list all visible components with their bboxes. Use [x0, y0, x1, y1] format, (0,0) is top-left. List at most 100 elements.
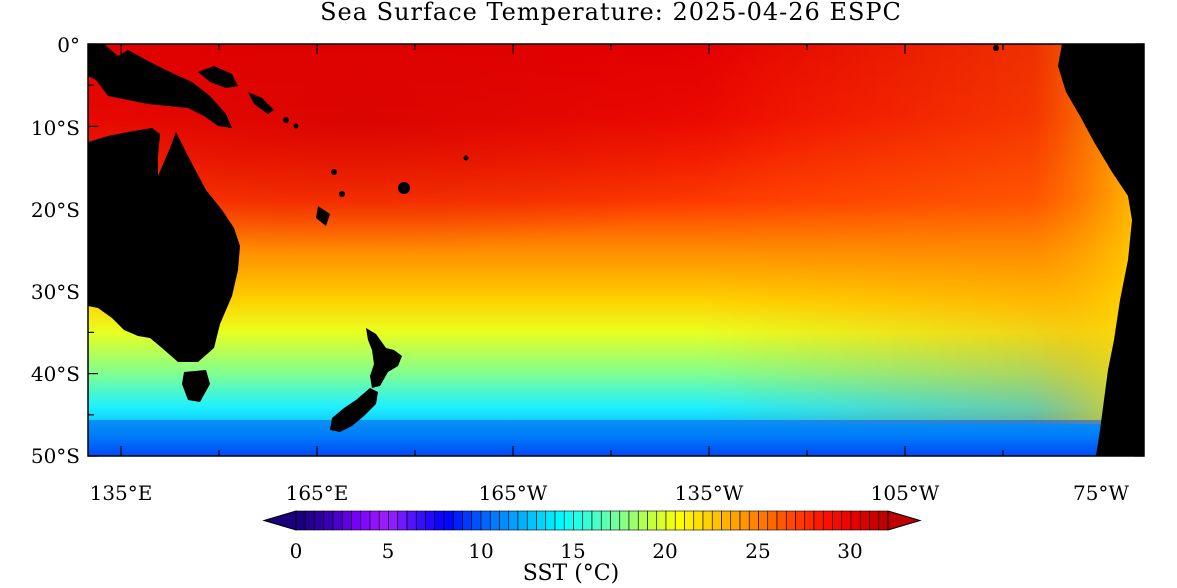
colorbar-segment [674, 510, 685, 531]
colorbar-segment [462, 510, 473, 531]
colorbar-segment [628, 510, 639, 531]
colorbar-segment [859, 510, 870, 531]
colorbar-segment [776, 510, 787, 531]
colorbar-segment [721, 510, 732, 531]
colorbar-segment [730, 510, 741, 531]
lat-label-40s: 40°S [31, 362, 80, 386]
colorbar-segment [499, 510, 510, 531]
colorbar-segment [702, 510, 713, 531]
colorbar-segment [351, 510, 362, 531]
colorbar-segment [637, 510, 648, 531]
lon-label-75w: 75°W [1073, 481, 1129, 505]
colorbar-tick-10: 10 [468, 539, 493, 563]
colorbar-segment [415, 510, 426, 531]
colorbar-overflow-arrow [887, 510, 922, 531]
lon-label-165e: 165°E [286, 481, 349, 505]
colorbar-segment [869, 510, 880, 531]
lon-label-105w: 105°W [871, 481, 940, 505]
colorbar-underflow-arrow [262, 510, 297, 531]
lat-label-0: 0° [57, 33, 80, 57]
colorbar-segment [323, 510, 334, 531]
colorbar-segment [443, 510, 454, 531]
colorbar-segment [332, 510, 343, 531]
colorbar-segment [526, 510, 537, 531]
colorbar-tick-labels: 0 5 10 15 20 25 30 [290, 539, 863, 563]
colorbar-segment [536, 510, 547, 531]
lon-label-135e: 135°E [90, 481, 153, 505]
colorbar-segment [489, 510, 500, 531]
colorbar-segment [684, 510, 695, 531]
tasmania-landmass [182, 370, 210, 402]
colorbar-segment [388, 510, 399, 531]
colorbar-segment [739, 510, 750, 531]
map-title: Sea Surface Temperature: 2025-04-26 ESPC [320, 0, 902, 26]
colorbar-segment [508, 510, 519, 531]
axis-ticks [88, 43, 1144, 457]
colorbar-segment [434, 510, 445, 531]
colorbar-segment [378, 510, 389, 531]
colorbar-segment [767, 510, 778, 531]
colorbar-segment [545, 510, 556, 531]
lat-label-20s: 20°S [31, 198, 80, 222]
colorbar-segment [314, 510, 325, 531]
colorbar-tick-20: 20 [652, 539, 677, 563]
colorbar-segment [369, 510, 380, 531]
colorbar-segment [397, 510, 408, 531]
lat-label-30s: 30°S [31, 280, 80, 304]
new-guinea-landmass [88, 44, 232, 128]
colorbar-segment [758, 510, 769, 531]
colorbar-segment [341, 510, 352, 531]
colorbar-segment [610, 510, 621, 531]
colorbar-segment [813, 510, 824, 531]
sst-field [88, 44, 1144, 456]
colorbar-segment [563, 510, 574, 531]
colorbar-segment [591, 510, 602, 531]
colorbar-tick-5: 5 [382, 539, 395, 563]
colorbar-segment [600, 510, 611, 531]
colorbar-segment [480, 510, 491, 531]
colorbar-segment [665, 510, 676, 531]
longitude-labels: 135°E 165°E 165°W 135°W 105°W 75°W [90, 481, 1130, 505]
colorbar-segment [582, 510, 593, 531]
colorbar-segment [406, 510, 417, 531]
colorbar-segment [878, 510, 889, 531]
colorbar-segment [471, 510, 482, 531]
colorbar-tick-25: 25 [745, 539, 770, 563]
colorbar-segment [804, 510, 815, 531]
new-zealand-north-island [366, 328, 402, 388]
colorbar-segment [619, 510, 630, 531]
lat-label-50s: 50°S [31, 444, 80, 468]
colorbar-segment [785, 510, 796, 531]
colorbar-segment [711, 510, 722, 531]
colorbar-segment [452, 510, 463, 531]
colorbar-segment [841, 510, 852, 531]
colorbar-segment [647, 510, 658, 531]
colorbar-segment [304, 510, 315, 531]
colorbar-segment [573, 510, 584, 531]
colorbar-segment [832, 510, 843, 531]
south-america-landmass [1058, 44, 1144, 456]
colorbar [262, 510, 922, 531]
colorbar-segment [850, 510, 861, 531]
colorbar-segment [554, 510, 565, 531]
lat-label-10s: 10°S [31, 116, 80, 140]
colorbar-segment [656, 510, 667, 531]
new-zealand-south-island [330, 388, 378, 432]
colorbar-segment [748, 510, 759, 531]
colorbar-tick-30: 30 [837, 539, 862, 563]
colorbar-tick-15: 15 [560, 539, 585, 563]
land-masses [88, 44, 1144, 456]
latitude-labels: 0° 10°S 20°S 30°S 40°S 50°S [31, 33, 80, 468]
australia-landmass [88, 128, 240, 362]
colorbar-segment [693, 510, 704, 531]
colorbar-segment [295, 510, 306, 531]
colorbar-segment [795, 510, 806, 531]
colorbar-segment [425, 510, 436, 531]
colorbar-segment [517, 510, 528, 531]
lon-label-165w: 165°W [479, 481, 548, 505]
colorbar-segment [360, 510, 371, 531]
colorbar-label: SST (°C) [523, 561, 619, 586]
lon-label-135w: 135°W [675, 481, 744, 505]
colorbar-segment [822, 510, 833, 531]
